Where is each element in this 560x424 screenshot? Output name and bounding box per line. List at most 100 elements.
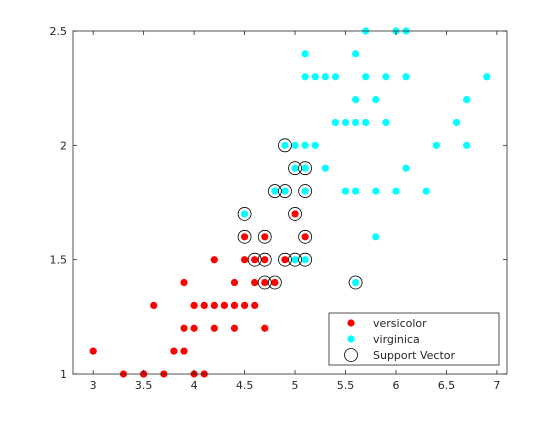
virginica-point [432,141,440,149]
virginica-point [321,73,329,81]
x-tick-label: 5.5 [337,379,355,392]
virginica-point [402,73,410,81]
versicolor-point [291,210,299,218]
legend: versicolor virginica Support Vector [328,312,500,366]
virginica-point [291,141,299,149]
virginica-point [281,141,289,149]
virginica-point [301,141,309,149]
virginica-point [352,278,360,287]
x-tick-label: 5 [292,379,299,392]
virginica-point [352,187,360,195]
virginica-point [402,164,410,172]
virginica-point [422,187,430,195]
virginica-point [281,187,289,195]
virginica-point [301,256,309,264]
versicolor-point [220,301,228,309]
versicolor-point [170,347,178,355]
virginica-point [311,73,319,81]
y-tick-label: 1 [60,368,67,381]
versicolor-point [240,301,249,309]
virginica-point [382,118,390,127]
virginica-point [291,164,299,172]
virginica-point [301,50,309,58]
virginica-point [463,141,471,149]
versicolor-point [190,324,198,332]
support-vector-point [257,229,272,244]
virginica-point [352,50,360,58]
legend-marker-versicolor [347,319,355,327]
versicolor-point [261,278,269,287]
versicolor-point [230,324,239,332]
x-tick-label: 4.5 [236,379,254,392]
x-tick-label: 4 [191,379,198,392]
versicolor-point [261,256,269,264]
x-tick-label: 6.5 [438,379,456,392]
versicolor-point [271,278,279,287]
versicolor-point [251,278,259,287]
virginica-point [362,118,370,127]
virginica-point [301,187,309,195]
legend-label: Support Vector [373,349,456,362]
versicolor-point [251,256,259,264]
versicolor-point [190,301,198,309]
support-vector-point [348,275,363,290]
support-vector-point [298,184,313,198]
versicolor-point [210,256,218,264]
support-vector-point [278,252,292,267]
versicolor-point [261,233,269,241]
virginica-point [352,96,360,104]
virginica-point [321,164,329,172]
virginica-point [382,73,390,81]
virginica-point [362,73,370,81]
y-tick-label: 1.5 [50,254,68,267]
axis-ticks: 3 3.5 4 4.5 5 5.5 6 6.5 7 1 1.5 2 2.5 [50,25,507,392]
y-tick-label: 2.5 [50,25,68,38]
support-vector-point [288,252,302,267]
support-vector-point [278,184,292,198]
versicolor-point [230,301,239,309]
versicolor-point [230,278,239,287]
support-vector-point [298,252,313,267]
versicolor-point [180,278,188,287]
x-tick-label: 6 [392,379,399,392]
virginica-point [271,187,279,195]
versicolor-point [261,324,269,332]
support-vector-point [257,275,272,290]
support-vector-point [237,229,252,244]
legend-marker-support-vector [344,348,358,362]
versicolor-point [150,301,158,309]
virginica-point [483,73,491,81]
support-vector-point [288,161,302,176]
x-tick-label: 3.5 [135,379,153,392]
virginica-point [240,210,249,218]
versicolor-point [200,301,208,309]
virginica-point [311,141,319,149]
virginica-point [463,96,471,104]
support-vector-point [257,252,272,267]
x-tick-label: 7 [493,379,500,392]
data-marks [89,27,491,378]
support-vector-point [298,161,313,176]
versicolor-point [240,256,249,264]
support-vector-point [278,138,292,153]
virginica-point [341,187,350,195]
support-vector-point [247,252,262,267]
virginica-point [372,187,380,195]
support-vector-point [237,207,252,221]
virginica-point [372,96,380,104]
support-vector-point [267,184,282,198]
virginica-point [452,118,461,127]
virginica-point [392,187,400,195]
versicolor-point [210,301,218,309]
virginica-point [301,73,309,81]
support-vector-point [288,207,302,221]
legend-label: virginica [373,333,420,346]
versicolor-point [251,301,259,309]
virginica-point [352,118,360,127]
x-tick-label: 3 [90,379,97,392]
versicolor-point [281,256,289,264]
versicolor-point [240,233,249,241]
versicolor-point [180,347,188,355]
